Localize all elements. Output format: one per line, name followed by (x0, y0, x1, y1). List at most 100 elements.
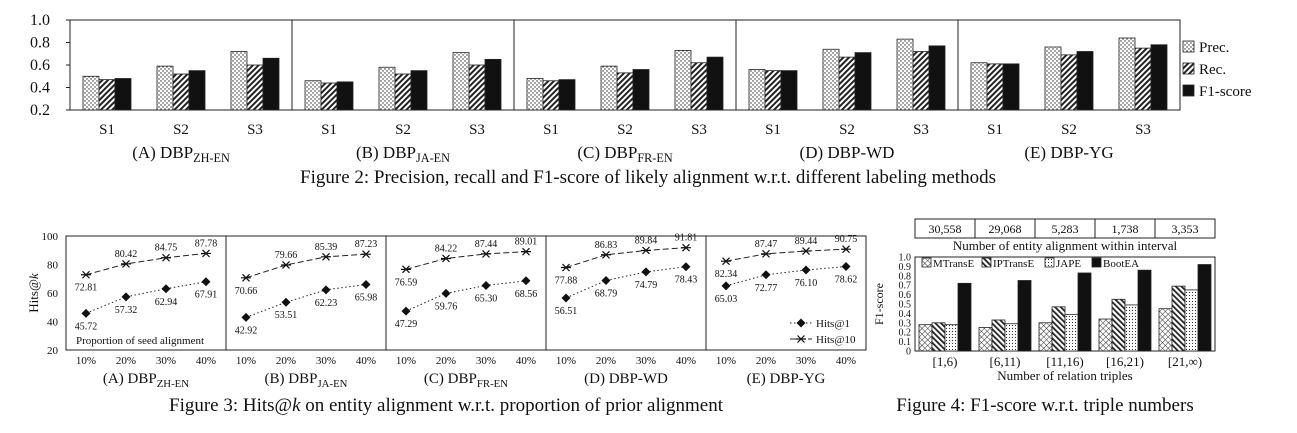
figure-4: 30,558 29,068 5,283 1,738 3,353 Number of ent… (872, 218, 1216, 416)
fig3-x-tick-label: 20% (276, 355, 296, 367)
fig2-bar (632, 69, 650, 111)
fig3-point-hits1 (81, 308, 91, 318)
fig3-panel-title-subscript: ZH-EN (157, 378, 190, 390)
fig2-bar (1118, 37, 1136, 111)
fig3-legend-marker-hits1 (796, 318, 806, 328)
fig4-bar (1158, 308, 1173, 352)
fig3-data-label-hits1: 62.94 (155, 297, 178, 308)
fig3-point-hits1 (121, 292, 131, 302)
fig3-data-label-hits1: 68.79 (595, 288, 618, 299)
fig2-legend-swatch (1182, 62, 1195, 75)
fig2-x-tick-label: S2 (173, 122, 189, 138)
fig4-bar (1017, 280, 1032, 352)
fig3-y-axis-label-k: k (26, 273, 41, 279)
fig3-data-label-hits1: 59.76 (435, 301, 458, 312)
fig2-bar (854, 52, 872, 111)
fig3-data-label-hits1: 78.43 (675, 275, 698, 286)
fig2-x-tick-label: S2 (617, 122, 633, 138)
fig3-data-label-hits10: 77.88 (555, 276, 578, 287)
fig3-data-label-hits1: 68.56 (515, 289, 538, 300)
fig3-data-label-hits10: 82.34 (715, 269, 738, 280)
fig3-x-tick-label: 10% (76, 355, 96, 367)
fig2-panel-title-subscript: JA-EN (416, 151, 450, 165)
fig3-panel-title: (E) DBP-YG (747, 371, 826, 387)
fig3-x-tick-label: 40% (676, 355, 696, 367)
fig2-bar (542, 80, 560, 111)
fig2-panel-title-main: (D) DBP-WD (800, 143, 895, 162)
fig2-legend-label: Prec. (1199, 40, 1229, 56)
fig3-panel-title: (A) DBPZH-EN (103, 371, 189, 390)
fig4-caption: Figure 4: F1-score w.r.t. triple numbers (896, 395, 1193, 416)
fig4-y-tick-label: 0.7 (899, 281, 912, 292)
fig4-bar (918, 324, 933, 352)
fig2-panel-title: (A) DBPZH-EN (132, 143, 230, 165)
fig3-data-label-hits1: 45.72 (75, 321, 98, 332)
fig3-data-label-hits10: 70.66 (235, 286, 258, 297)
fig4-bar (1184, 289, 1199, 352)
fig4-count-value: 29,068 (989, 222, 1022, 236)
fig4-x-tick-label: [6,11) (990, 354, 1021, 369)
fig4-y-tick-label: 0.5 (899, 300, 912, 311)
fig4-bar (1064, 313, 1079, 352)
fig2-bar (748, 69, 766, 111)
fig2-x-tick-label: S1 (543, 122, 559, 138)
fig2-x-tick-label: S2 (839, 122, 855, 138)
fig4-counts-table (914, 218, 1216, 239)
fig3-x-tick-label: 20% (756, 355, 776, 367)
fig2-caption: Figure 2: Precision, recall and F1-score… (300, 167, 996, 188)
fig2-bar (172, 73, 190, 111)
fig4-count-value: 5,283 (1052, 222, 1079, 236)
fig3-x-tick-label: 10% (556, 355, 576, 367)
fig3-point-hits1 (641, 267, 651, 277)
fig3-point-hits10 (801, 247, 811, 255)
fig3-x-tick-label: 40% (516, 355, 536, 367)
fig4-x-tick-label: [11,16) (1046, 354, 1083, 369)
fig4-legend-label: BootEA (1103, 258, 1139, 270)
fig3-x-tick-label: 30% (316, 355, 336, 367)
fig3-data-label-hits1: 42.92 (235, 325, 258, 336)
fig3-point-hits10 (601, 250, 611, 259)
fig3-legend-label: Hits@1 (816, 318, 850, 330)
fig3-data-label-hits10: 79.66 (275, 250, 298, 261)
fig4-bar (978, 327, 993, 352)
fig3-series-line-hits10 (245, 253, 367, 279)
fig3-series-line-hits10 (725, 248, 847, 262)
fig4-y-tick-label: 0.9 (899, 262, 912, 273)
fig2-panel-title: (B) DBPJA-EN (356, 143, 450, 165)
fig2-bar (262, 57, 280, 111)
fig3-data-label-hits1: 72.77 (755, 283, 778, 294)
fig3-legend-label: Hits@10 (816, 334, 856, 346)
fig2-x-tick-label: S3 (913, 122, 929, 138)
fig3-point-hits10 (841, 245, 851, 254)
fig3-point-hits10 (681, 243, 691, 252)
fig3-point-hits1 (521, 276, 531, 286)
fig4-bar (931, 322, 946, 352)
fig3-point-hits1 (201, 277, 211, 287)
fig3-panel-title-subscript: FR-EN (477, 378, 508, 390)
fig4-x-tick-label: [1,6) (933, 354, 958, 369)
fig3-point-hits1 (281, 297, 291, 307)
fig2-panel-title: (D) DBP-WD (800, 143, 895, 162)
fig3-data-label-hits10: 87.78 (195, 238, 218, 249)
fig3-point-hits1 (401, 306, 411, 316)
fig2-x-tick-label: S2 (395, 122, 411, 138)
fig2-panel-title-main: (B) DBP (356, 143, 416, 162)
fig2-legend-swatch (1182, 84, 1195, 97)
fig3-y-tick-label: 20 (47, 345, 59, 357)
fig2-legend-label: F1-score (1199, 84, 1252, 100)
fig4-count-value: 3,353 (1172, 222, 1199, 236)
fig3-data-label-hits10: 91.81 (675, 233, 698, 244)
fig4-y-tick-label: 0.1 (899, 337, 912, 348)
fig3-panel-title-subscript: JA-EN (317, 378, 347, 390)
figure-3: 20406080100Hits@k72.8145.7210%80.4257.32… (26, 231, 867, 416)
fig2-bar (780, 70, 798, 111)
fig3-data-label-hits1: 47.29 (395, 319, 418, 330)
fig3-panel-title-main: (E) DBP-YG (747, 371, 826, 387)
fig2-bar (468, 64, 486, 111)
fig3-data-label-hits1: 74.79 (635, 280, 658, 291)
fig3-data-label-hits10: 85.39 (315, 242, 338, 253)
fig4-bar (1111, 298, 1126, 352)
fig3-x-tick-label: 30% (156, 355, 176, 367)
fig3-point-hits10 (641, 246, 651, 255)
